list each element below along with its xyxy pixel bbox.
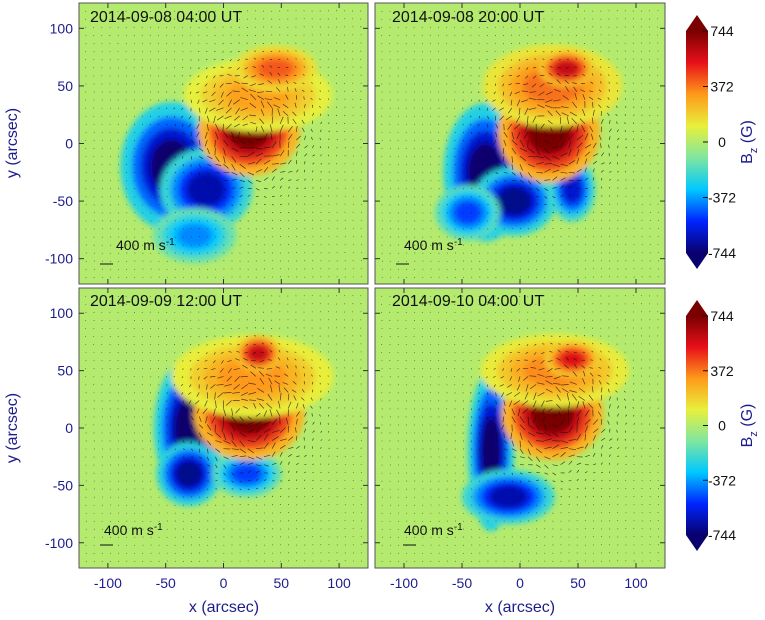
colorbar-label: Bz (G) bbox=[739, 120, 760, 164]
x-tick-label: -100 bbox=[94, 575, 122, 591]
y-axis-label-bottom: y (arcsec) bbox=[4, 393, 21, 463]
colorbar-gradient bbox=[686, 316, 708, 535]
y-tick-label: -50 bbox=[53, 193, 73, 209]
y-tick-label: -100 bbox=[45, 535, 73, 551]
colorbar-bottom: 744 372 0 -372 -744 Bz (G) bbox=[686, 300, 760, 551]
negative-polarity-region bbox=[231, 464, 262, 484]
vector-scale-label: 400 m s-1 bbox=[104, 522, 163, 538]
y-axis-label-top: y (arcsec) bbox=[4, 108, 21, 178]
panel-timestamp: 2014-09-09 12:00 UT bbox=[90, 293, 242, 310]
negative-polarity-region bbox=[186, 171, 226, 208]
x-tick-label: 50 bbox=[274, 575, 290, 591]
x-tick-label: -50 bbox=[156, 575, 176, 591]
colorbar-tick-label: 744 bbox=[710, 308, 734, 324]
x-tick-label: -100 bbox=[390, 575, 418, 591]
positive-polarity-region bbox=[560, 351, 585, 367]
colorbar-max-arrow bbox=[686, 15, 708, 31]
x-axis-label-right: x (arcsec) bbox=[485, 599, 555, 616]
colorbar-tick-label: -744 bbox=[708, 527, 736, 543]
y-tick-label: -50 bbox=[53, 477, 73, 493]
panel-timestamp: 2014-09-08 04:00 UT bbox=[90, 9, 242, 26]
panel-timestamp: 2014-09-10 04:00 UT bbox=[392, 293, 544, 310]
x-tick-label: 0 bbox=[220, 575, 228, 591]
colorbar-tick-label: 0 bbox=[718, 134, 726, 150]
colorbar-tick-label: 372 bbox=[710, 79, 734, 95]
panel-bottom-left: 2014-09-09 12:00 UT 400 m s-1 bbox=[78, 287, 369, 569]
negative-polarity-region bbox=[481, 416, 501, 486]
vector-scale: 400 m s-1 bbox=[100, 522, 163, 546]
vector-scale: 400 m s-1 bbox=[396, 237, 463, 265]
vector-scale-label: 400 m s-1 bbox=[404, 522, 463, 538]
x-tick-label: 100 bbox=[327, 575, 351, 591]
y-tick-label: -100 bbox=[45, 251, 73, 267]
vector-scale: 400 m s-1 bbox=[100, 237, 175, 265]
colorbar-label: Bz (G) bbox=[739, 404, 760, 448]
colorbar-min-arrow bbox=[686, 253, 708, 269]
panel-timestamp: 2014-09-08 20:00 UT bbox=[392, 9, 544, 26]
velocity-vector-field bbox=[381, 10, 659, 279]
positive-polarity-region bbox=[248, 345, 269, 362]
velocity-vector-field bbox=[85, 10, 362, 278]
x-tick-label: -50 bbox=[452, 575, 472, 591]
axis-ticks: -100 -50 0 50 100 -100 -50 0 50 100 -100 -50 0 50 100 -… bbox=[45, 3, 665, 591]
panel-top-right: 2014-09-08 20:00 UT 400 m s-1 bbox=[374, 2, 666, 285]
x-axis-label-left: x (arcsec) bbox=[189, 599, 259, 616]
negative-polarity-region bbox=[453, 200, 482, 225]
colorbar-tick-label: -744 bbox=[708, 245, 736, 261]
y-tick-label: 0 bbox=[65, 136, 73, 152]
negative-polarity-region bbox=[488, 485, 529, 509]
x-tick-label: 0 bbox=[516, 575, 524, 591]
velocity-vector-field bbox=[381, 295, 659, 563]
colorbar-top: 744 372 0 -372 -744 Bz (G) bbox=[686, 15, 760, 269]
panel-top-left: 2014-09-08 04:00 UT 400 m s-1 bbox=[78, 2, 369, 285]
colorbar-max-arrow bbox=[686, 300, 708, 316]
colorbar-tick-label: 744 bbox=[710, 23, 734, 39]
colorbar-tick-label: -372 bbox=[708, 472, 736, 488]
negative-polarity-region bbox=[175, 460, 203, 488]
vector-scale: 400 m s-1 bbox=[403, 522, 463, 546]
y-tick-label: 0 bbox=[65, 420, 73, 436]
vector-scale-label: 400 m s-1 bbox=[404, 237, 463, 253]
negative-polarity-region bbox=[496, 186, 532, 216]
colorbar-tick-label: 0 bbox=[718, 418, 726, 434]
velocity-vector-field bbox=[85, 295, 362, 563]
y-tick-label: 100 bbox=[50, 305, 74, 321]
x-tick-label: 50 bbox=[570, 575, 586, 591]
colorbar-tick-label: 372 bbox=[710, 363, 734, 379]
positive-polarity-region bbox=[257, 58, 294, 79]
y-tick-label: 50 bbox=[57, 78, 73, 94]
y-tick-label: 50 bbox=[57, 363, 73, 379]
colorbar-tick-label: -372 bbox=[708, 190, 736, 206]
negative-polarity-region bbox=[176, 223, 213, 248]
colorbar-min-arrow bbox=[686, 535, 708, 551]
panel-bottom-right: 2014-09-10 04:00 UT 400 m s-1 bbox=[374, 287, 666, 569]
positive-polarity-region bbox=[554, 60, 579, 77]
colorbar-gradient bbox=[686, 31, 708, 253]
vector-scale-label: 400 m s-1 bbox=[116, 237, 175, 253]
x-tick-label: 100 bbox=[624, 575, 648, 591]
y-tick-label: 100 bbox=[50, 20, 74, 36]
